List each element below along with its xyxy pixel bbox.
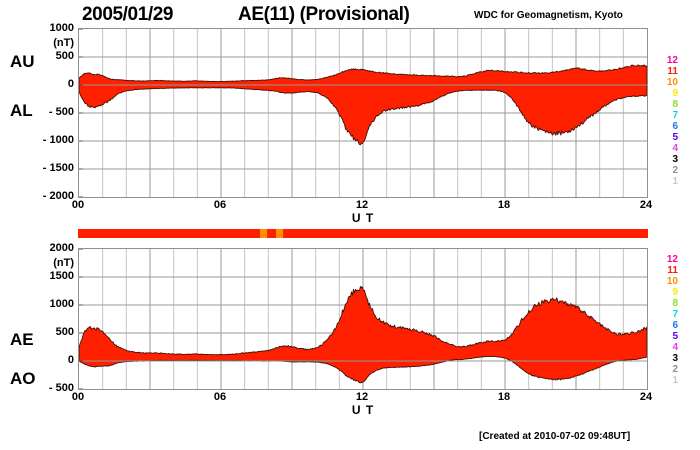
activity-strip-segment <box>259 229 267 238</box>
legend-item-1-bottom: 1 <box>672 375 678 386</box>
legend-item-11-bottom: 11 <box>667 265 678 276</box>
created-timestamp: [Created at 2010-07-02 09:48UT] <box>479 431 631 442</box>
x-tick-label: 06 <box>213 199 227 211</box>
y-tick-label: 500 <box>55 326 74 338</box>
legend-item-3-top: 3 <box>672 154 678 165</box>
legend-item-12-bottom: 12 <box>666 254 678 265</box>
legend-item-5-bottom: 5 <box>672 331 678 342</box>
data-band-AE-AO <box>79 285 647 384</box>
activity-strip <box>78 229 648 238</box>
chart-canvas <box>79 29 647 197</box>
legend-item-4-bottom: 4 <box>672 342 678 353</box>
k-index-legend-bottom: 12 11 10 9 8 7 6 5 4 3 2 1 <box>656 254 678 386</box>
y-tick-label: - 1500 <box>42 162 74 174</box>
legend-item-4-top: 4 <box>672 143 678 154</box>
legend-item-1-top: 1 <box>672 176 678 187</box>
activity-strip-segment <box>266 229 277 238</box>
y-tick-label: - 500 <box>48 382 74 394</box>
credit-text: WDC for Geomagnetism, Kyoto <box>474 10 623 21</box>
y-tick-label: 0 <box>67 78 74 90</box>
x-tick-label: 06 <box>213 391 227 403</box>
x-axis-title-bottom: U T <box>351 403 375 417</box>
x-tick-label: 24 <box>639 199 653 211</box>
y-unit-top: (nT) <box>53 37 74 49</box>
legend-item-2-top: 2 <box>672 165 678 176</box>
y-tick-label: 500 <box>55 50 74 62</box>
x-tick-label: 00 <box>71 391 85 403</box>
legend-item-7-bottom: 7 <box>672 309 678 320</box>
legend-item-9-bottom: 9 <box>672 287 678 298</box>
chart-au-al <box>78 28 648 198</box>
x-tick-label: 18 <box>497 199 511 211</box>
legend-item-12-top: 12 <box>666 55 678 66</box>
plot-date: 2005/01/29 <box>82 4 174 25</box>
legend-item-8-bottom: 8 <box>672 298 678 309</box>
chart-ae-ao <box>78 248 648 390</box>
y-tick-label: 2000 <box>49 242 74 254</box>
legend-item-11-top: 11 <box>667 66 678 77</box>
series-label-au: AU <box>10 52 35 71</box>
data-band-AU-AL <box>79 64 647 146</box>
y-tick-label: - 2000 <box>42 190 74 202</box>
legend-item-7-top: 7 <box>672 110 678 121</box>
x-tick-label: 18 <box>497 391 511 403</box>
series-label-ao: AO <box>10 369 36 388</box>
series-label-al: AL <box>10 101 33 120</box>
legend-item-10-top: 10 <box>666 77 678 88</box>
chart-canvas <box>79 249 647 389</box>
legend-item-6-bottom: 6 <box>672 320 678 331</box>
x-axis-title-top: U T <box>351 211 375 225</box>
k-index-legend-top: 12 11 10 9 8 7 6 5 4 3 2 1 <box>656 55 678 187</box>
activity-strip-segment <box>276 229 283 238</box>
y-tick-label: - 1000 <box>42 134 74 146</box>
y-tick-label: - 500 <box>48 106 74 118</box>
legend-item-5-top: 5 <box>672 132 678 143</box>
x-tick-label: 12 <box>355 199 369 211</box>
legend-item-2-bottom: 2 <box>672 364 678 375</box>
y-tick-label: 0 <box>67 354 74 366</box>
x-tick-label: 24 <box>639 391 653 403</box>
y-unit-bottom: (nT) <box>53 257 74 269</box>
activity-strip-segment <box>78 229 260 238</box>
legend-item-8-top: 8 <box>672 99 678 110</box>
y-tick-label: 1000 <box>49 22 74 34</box>
y-tick-label: 1500 <box>49 270 74 282</box>
legend-item-3-bottom: 3 <box>672 353 678 364</box>
activity-strip-segment <box>282 229 648 238</box>
y-tick-label: 1000 <box>49 298 74 310</box>
page-title: AE(11) (Provisional) <box>238 4 410 25</box>
legend-item-9-top: 9 <box>672 88 678 99</box>
legend-item-10-bottom: 10 <box>666 276 678 287</box>
x-tick-label: 00 <box>71 199 85 211</box>
legend-item-6-top: 6 <box>672 121 678 132</box>
x-tick-label: 12 <box>355 391 369 403</box>
series-label-ae: AE <box>10 330 34 349</box>
